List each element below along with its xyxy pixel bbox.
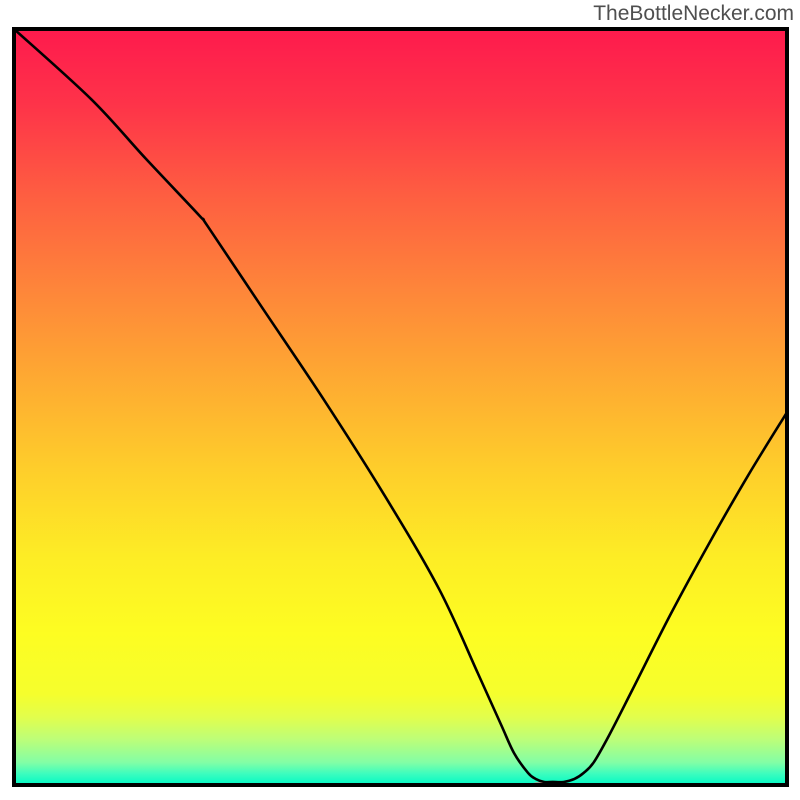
chart-container: TheBottleNecker.com <box>0 0 800 800</box>
chart-svg <box>0 0 800 800</box>
watermark-text: TheBottleNecker.com <box>593 2 794 26</box>
